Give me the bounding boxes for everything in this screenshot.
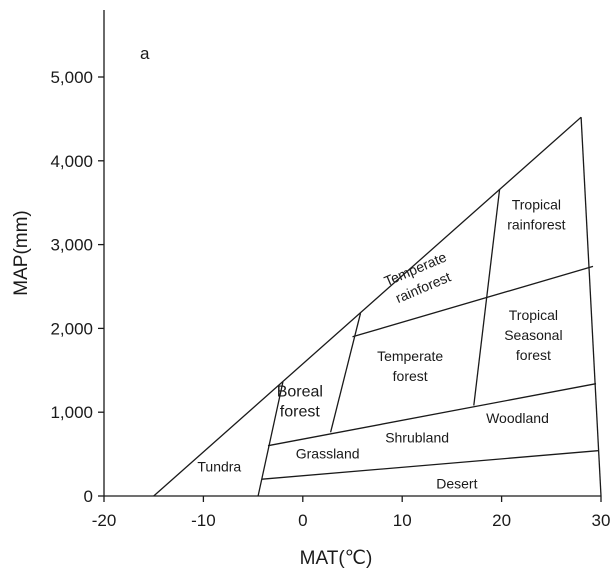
y-axis-label: MAP(mm) — [11, 210, 32, 295]
temperate-forest-label: Temperate forest — [377, 348, 443, 384]
boundary-outer-left-edge — [153, 116, 582, 497]
woodland-label-line: Woodland — [486, 410, 549, 426]
tropical-rainforest-label-line: Tropical — [512, 196, 561, 212]
y-axis-ticks: 0 1,000 2,000 3,000 4,000 5,000 — [50, 68, 104, 506]
boundary-arctic-divide — [257, 381, 284, 497]
y-tick-label: 4,000 — [50, 152, 93, 171]
panel-label: a — [140, 44, 150, 63]
x-tick-label: -20 — [92, 511, 117, 530]
boundary-boreal-temperate-divide — [329, 313, 362, 433]
biome-region-labels: Tundra Boreal forest Grassland Shrubland Wood… — [197, 196, 565, 491]
shrubland-label-line: Shrubland — [385, 429, 449, 445]
boreal-label-line: forest — [280, 403, 321, 420]
x-tick-label: -10 — [191, 511, 216, 530]
desert-label-line: Desert — [436, 475, 477, 491]
y-tick-label: 0 — [84, 487, 93, 506]
boundary-temperate-top — [352, 265, 594, 338]
boreal-label-line: Boreal — [277, 383, 323, 400]
tropical-seasonal-forest-label-line: Tropical — [509, 307, 558, 323]
tropical-rainforest-label-line: rainforest — [507, 216, 565, 232]
shrubland-label: Shrubland — [385, 429, 449, 445]
tundra-label: Tundra — [197, 459, 241, 475]
tundra-label-line: Tundra — [197, 459, 241, 475]
y-tick-label: 3,000 — [50, 236, 93, 255]
boundary-grassland-shrubland-top — [267, 383, 597, 447]
tropical-rainforest-label: Tropical rainforest — [507, 196, 565, 232]
y-tick-label: 1,000 — [50, 403, 93, 422]
tropical-seasonal-forest-label-line: Seasonal — [504, 327, 562, 343]
tropical-seasonal-forest-label: Tropical Seasonal forest — [504, 307, 562, 363]
x-tick-label: 0 — [298, 511, 307, 530]
x-axis-ticks: -20 -10 0 10 20 30 — [92, 496, 611, 530]
x-axis-label: MAT(℃) — [300, 548, 373, 569]
x-tick-label: 10 — [393, 511, 412, 530]
boreal-label: Boreal forest — [277, 383, 323, 420]
biome-boundaries — [153, 116, 602, 497]
y-tick-label: 5,000 — [50, 68, 93, 87]
boundary-desert-top — [261, 450, 599, 480]
temperate-forest-label-line: Temperate — [377, 348, 443, 364]
boundary-outer-right-edge — [580, 117, 602, 497]
grassland-label-line: Grassland — [296, 445, 360, 461]
temperate-forest-label-line: forest — [393, 368, 428, 384]
tropical-seasonal-forest-label-line: forest — [516, 347, 551, 363]
grassland-label: Grassland — [296, 445, 360, 461]
boundary-temperate-tropical-divide — [473, 189, 501, 406]
x-tick-label: 20 — [492, 511, 511, 530]
woodland-label: Woodland — [486, 410, 549, 426]
y-tick-label: 2,000 — [50, 319, 93, 338]
desert-label: Desert — [436, 475, 477, 491]
x-tick-label: 30 — [592, 511, 611, 530]
temperate-rainforest-label: Temperaterainforest — [382, 249, 457, 308]
